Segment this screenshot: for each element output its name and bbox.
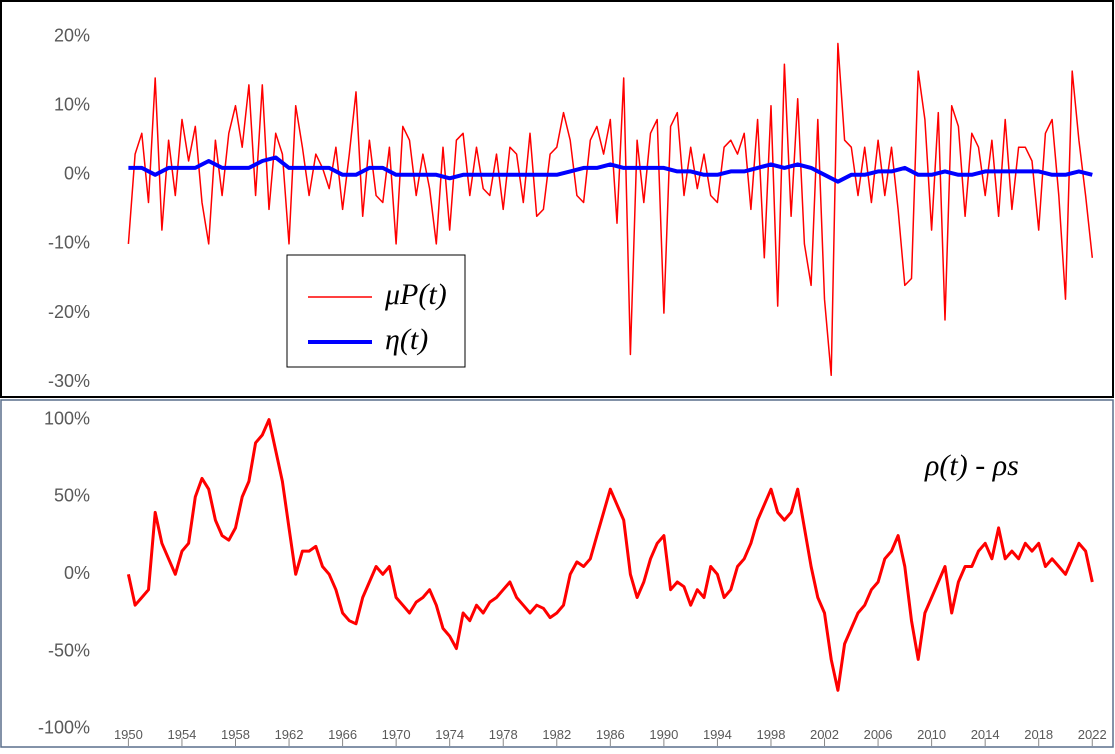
x-tick-label: 1974 [435,727,464,742]
bottom-panel [0,399,1114,748]
x-tick-label: 2002 [810,727,839,742]
x-tick-label: 1986 [596,727,625,742]
x-tick-label: 1958 [221,727,250,742]
y-tick-label: 0% [64,563,90,583]
y-tick-label: -10% [48,233,90,253]
legend-label: μP(t) [384,278,447,311]
legend-label: η(t) [385,323,428,356]
series-line [126,418,1094,692]
legend-box [286,254,466,368]
series-line [127,42,1094,377]
y-tick-label: -20% [48,302,90,322]
x-tick-label: 2006 [864,727,893,742]
x-tick-label: 1982 [542,727,571,742]
y-tick-label: 100% [44,408,90,428]
top-panel [0,0,1114,398]
x-tick-label: 2014 [971,727,1000,742]
x-tick-label: 1990 [649,727,678,742]
x-tick-label: 1954 [167,727,196,742]
x-tick-label: 1950 [114,727,143,742]
y-tick-label: -50% [48,640,90,660]
x-tick-label: 1994 [703,727,732,742]
y-tick-label: 0% [64,164,90,184]
x-tick-label: 1970 [382,727,411,742]
y-tick-label: -30% [48,371,90,391]
x-tick-label: 1978 [489,727,518,742]
x-tick-label: 1966 [328,727,357,742]
y-tick-label: 20% [54,25,90,45]
x-tick-label: 2018 [1024,727,1053,742]
x-tick-label: 1998 [757,727,786,742]
x-tick-label: 2010 [917,727,946,742]
y-tick-label: 10% [54,94,90,114]
y-tick-label: -100% [38,718,90,738]
x-tick-label: 2022 [1078,727,1107,742]
annotation: ρ(t) - ρs [924,449,1019,482]
y-tick-label: 50% [54,486,90,506]
x-tick-label: 1962 [275,727,304,742]
series-line [128,155,1093,184]
